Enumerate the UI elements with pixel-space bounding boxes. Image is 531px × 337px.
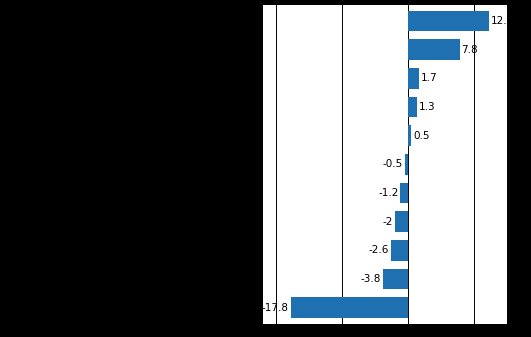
Bar [395,211,408,232]
Bar [408,125,412,146]
Bar [391,240,408,261]
Bar [290,298,408,318]
Text: -3.8: -3.8 [361,274,381,284]
Bar [405,154,408,175]
Text: -2.6: -2.6 [369,245,389,255]
Bar [408,39,459,60]
Text: -0.5: -0.5 [383,159,403,169]
Text: -1.2: -1.2 [378,188,398,198]
Text: 1.3: 1.3 [418,102,435,112]
Bar [408,10,489,31]
Bar [408,68,419,89]
Bar [400,183,408,203]
Text: -2: -2 [383,217,393,227]
Bar [383,269,408,289]
Text: 0.5: 0.5 [413,131,430,141]
Text: 7.8: 7.8 [461,44,478,55]
Text: 12.3: 12.3 [491,16,514,26]
Text: -17.8: -17.8 [262,303,289,313]
Bar [408,97,417,117]
Text: 1.7: 1.7 [421,73,438,83]
